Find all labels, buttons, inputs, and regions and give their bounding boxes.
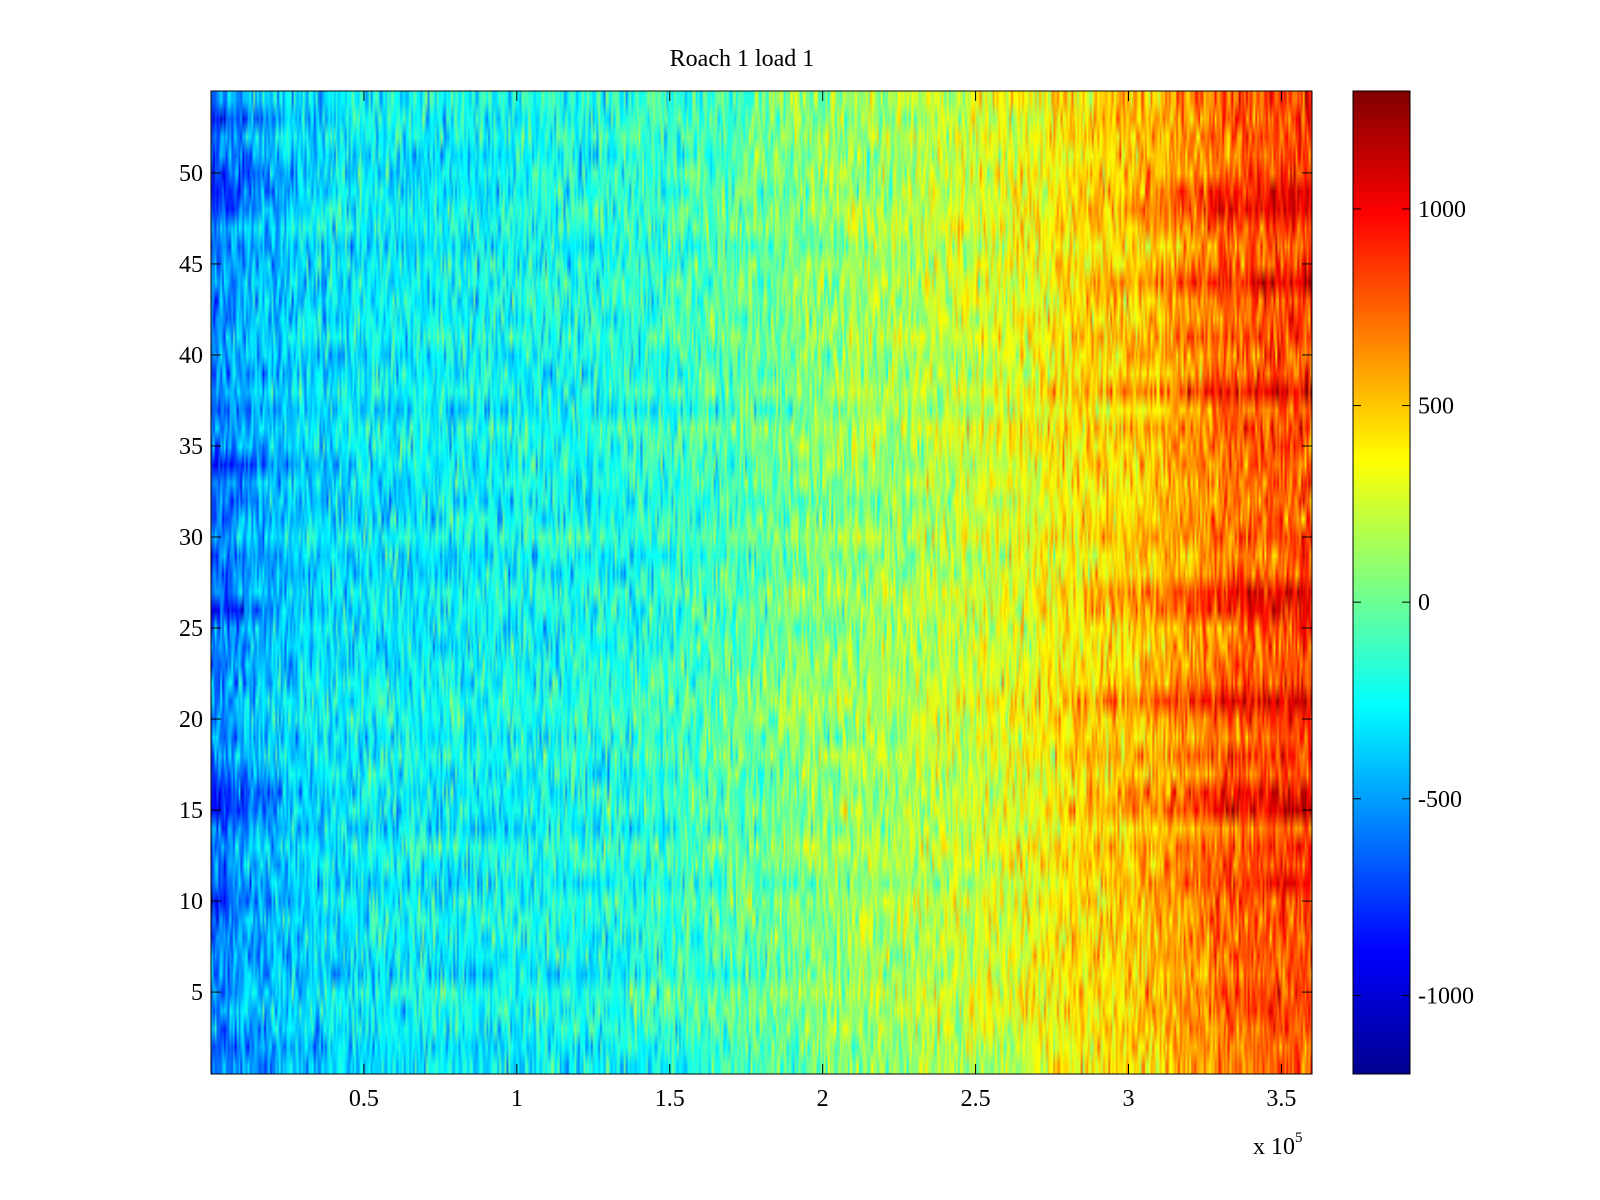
heatmap-image [211,91,1312,1074]
y-tick-label: 45 [179,252,203,278]
x-tick-label: 3.5 [1266,1086,1296,1112]
colorbar-tick-label: 500 [1418,394,1454,420]
colorbar-tick-label: -1000 [1418,983,1474,1009]
y-tick-label: 5 [191,980,203,1006]
colorbar-ticks: 1000 500 0 -500 -1000 [1353,197,1474,1009]
y-tick-label: 50 [179,161,203,187]
y-tick-label: 25 [179,616,203,642]
chart-title: Roach 1 load 1 [670,46,815,72]
colorbar: 1000 500 0 -500 -1000 [1352,90,1474,1075]
x-tick-label: 2.5 [961,1086,991,1112]
colorbar-gradient [1352,90,1411,1075]
x-tick-label: 1 [511,1086,523,1112]
plot-frame [210,90,1313,1075]
x-tick-label: 2 [817,1086,829,1112]
colorbar-tick-label: -500 [1418,787,1462,813]
y-tick-label: 20 [179,707,203,733]
y-axis: 5 10 15 20 25 30 35 40 45 50 [179,161,1312,1006]
x-axis-multiplier: x 105 [1253,1130,1303,1160]
y-tick-label: 30 [179,525,203,551]
x-tick-label: 1.5 [655,1086,685,1112]
y-tick-label: 40 [179,343,203,369]
x-tick-label: 0.5 [349,1086,379,1112]
y-tick-label: 15 [179,798,203,824]
y-tick-label: 10 [179,889,203,915]
colorbar-tick-label: 0 [1418,590,1430,616]
x-axis: 0.5 1 1.5 2 2.5 3 3.5 [349,91,1296,1112]
y-tick-label: 35 [179,434,203,460]
heatmap-plot-area: 0.5 1 1.5 2 2.5 3 3.5 5 10 15 20 25 30 35 40 45 50 x 10… [179,90,1313,1160]
colorbar-tick-label: 1000 [1418,197,1466,223]
x-tick-label: 3 [1123,1086,1135,1112]
